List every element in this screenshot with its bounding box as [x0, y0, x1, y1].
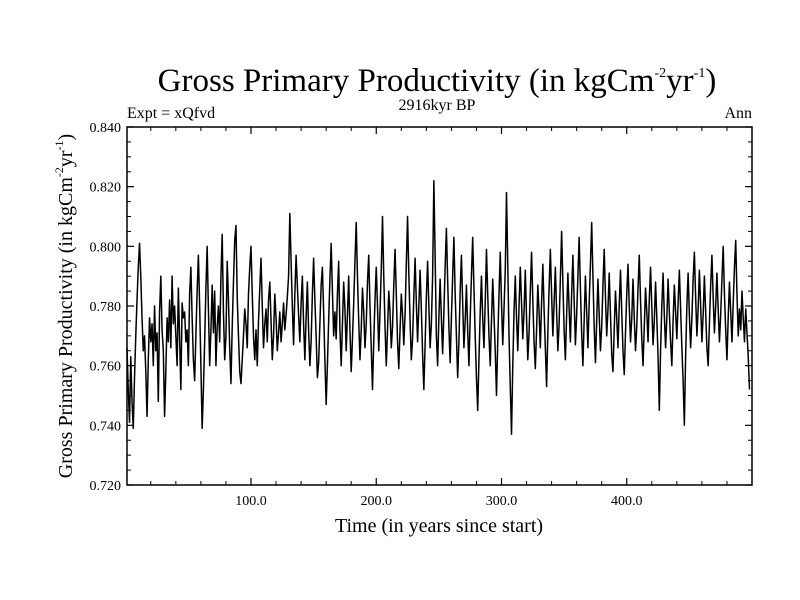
- x-tick-label: 300.0: [486, 494, 518, 509]
- x-tick-label: 400.0: [611, 494, 643, 509]
- subtitle-period: 2916kyr BP: [399, 97, 476, 114]
- subtitle-experiment: Expt = xQfvd: [127, 105, 215, 122]
- x-axis-label: Time (in years since start): [335, 515, 543, 537]
- subtitle-season: Ann: [724, 105, 752, 122]
- y-axis: 0.720 0.740 0.760 0.780 0.800 0.820 0.840: [90, 121, 752, 494]
- y-axis-label: Gross Primary Productivity (in kgCm-2yr-…: [52, 134, 77, 478]
- y-tick-label: 0.820: [90, 181, 122, 196]
- y-tick-label: 0.840: [90, 121, 122, 136]
- y-tick-label: 0.720: [90, 479, 122, 494]
- x-tick-label: 200.0: [360, 494, 392, 509]
- chart-title: Gross Primary Productivity (in kgCm-2yr-…: [158, 63, 717, 99]
- x-axis: 100.0 200.0 300.0 400.0: [150, 127, 728, 509]
- x-tick-label: 100.0: [235, 494, 267, 509]
- plot-area: [126, 179, 751, 436]
- y-tick-label: 0.800: [90, 240, 122, 255]
- series-line-0: [126, 179, 751, 436]
- y-tick-label: 0.760: [90, 360, 122, 375]
- y-tick-label: 0.740: [90, 419, 122, 434]
- y-tick-label: 0.780: [90, 300, 122, 315]
